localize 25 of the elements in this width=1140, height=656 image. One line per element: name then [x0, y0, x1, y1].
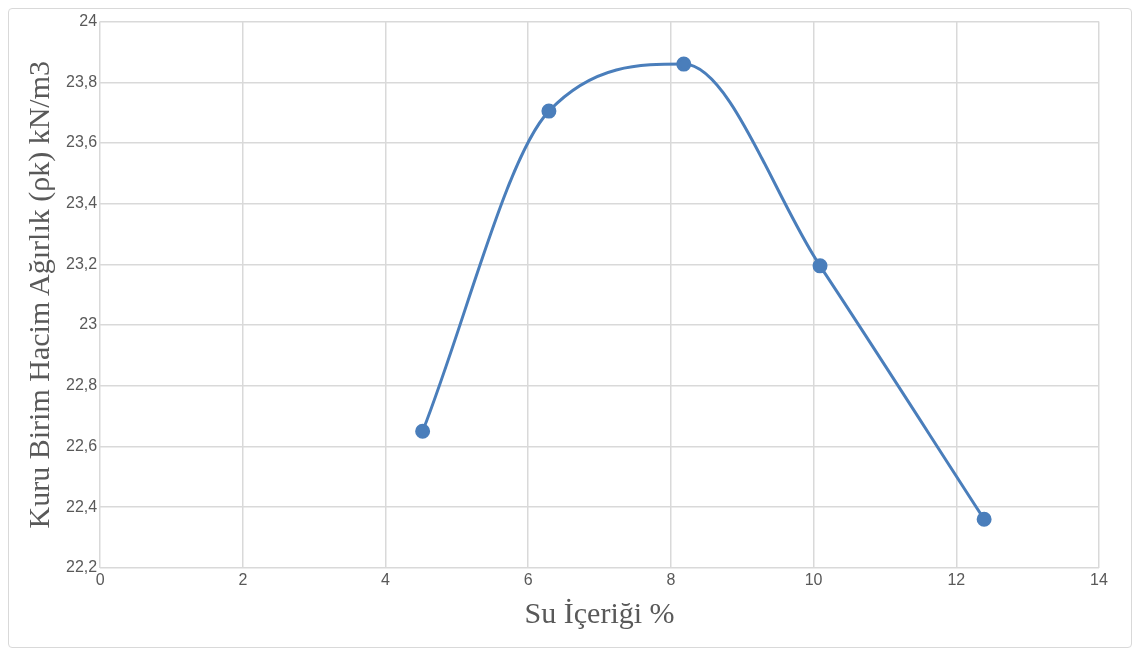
- x-tick-label: 8: [666, 570, 676, 588]
- point: [676, 56, 692, 72]
- x-axis-title: Su İçeriği %: [524, 595, 675, 629]
- point: [812, 258, 828, 274]
- y-tick-label: 22,4: [66, 497, 98, 515]
- y-tick-label: 23,2: [66, 254, 98, 272]
- y-tick-label: 22,8: [66, 376, 98, 394]
- point: [541, 103, 557, 119]
- y-tick-label: 23,6: [66, 133, 98, 151]
- y-tick-label: 22,6: [66, 436, 98, 454]
- x-tick-label: 2: [238, 570, 248, 588]
- point: [415, 423, 431, 439]
- y-tick-label: 23: [79, 315, 98, 333]
- x-tick-label: 14: [1090, 570, 1108, 588]
- y-tick-label: 23,4: [66, 194, 98, 212]
- y-tick-label: 23,8: [66, 72, 98, 90]
- x-tick-label: 4: [381, 570, 391, 588]
- point: [976, 511, 992, 527]
- x-tick-label: 12: [947, 570, 966, 588]
- x-tick-label: 0: [95, 570, 105, 588]
- y-axis-title: Kuru Birim Hacim Ağırlık (ρk) kN/m3: [21, 60, 56, 529]
- x-tick-label: 6: [523, 570, 533, 588]
- x-tick-label: 10: [804, 570, 823, 588]
- y-tick-label: 24: [79, 12, 98, 30]
- y-tick-label: 22,2: [66, 558, 98, 576]
